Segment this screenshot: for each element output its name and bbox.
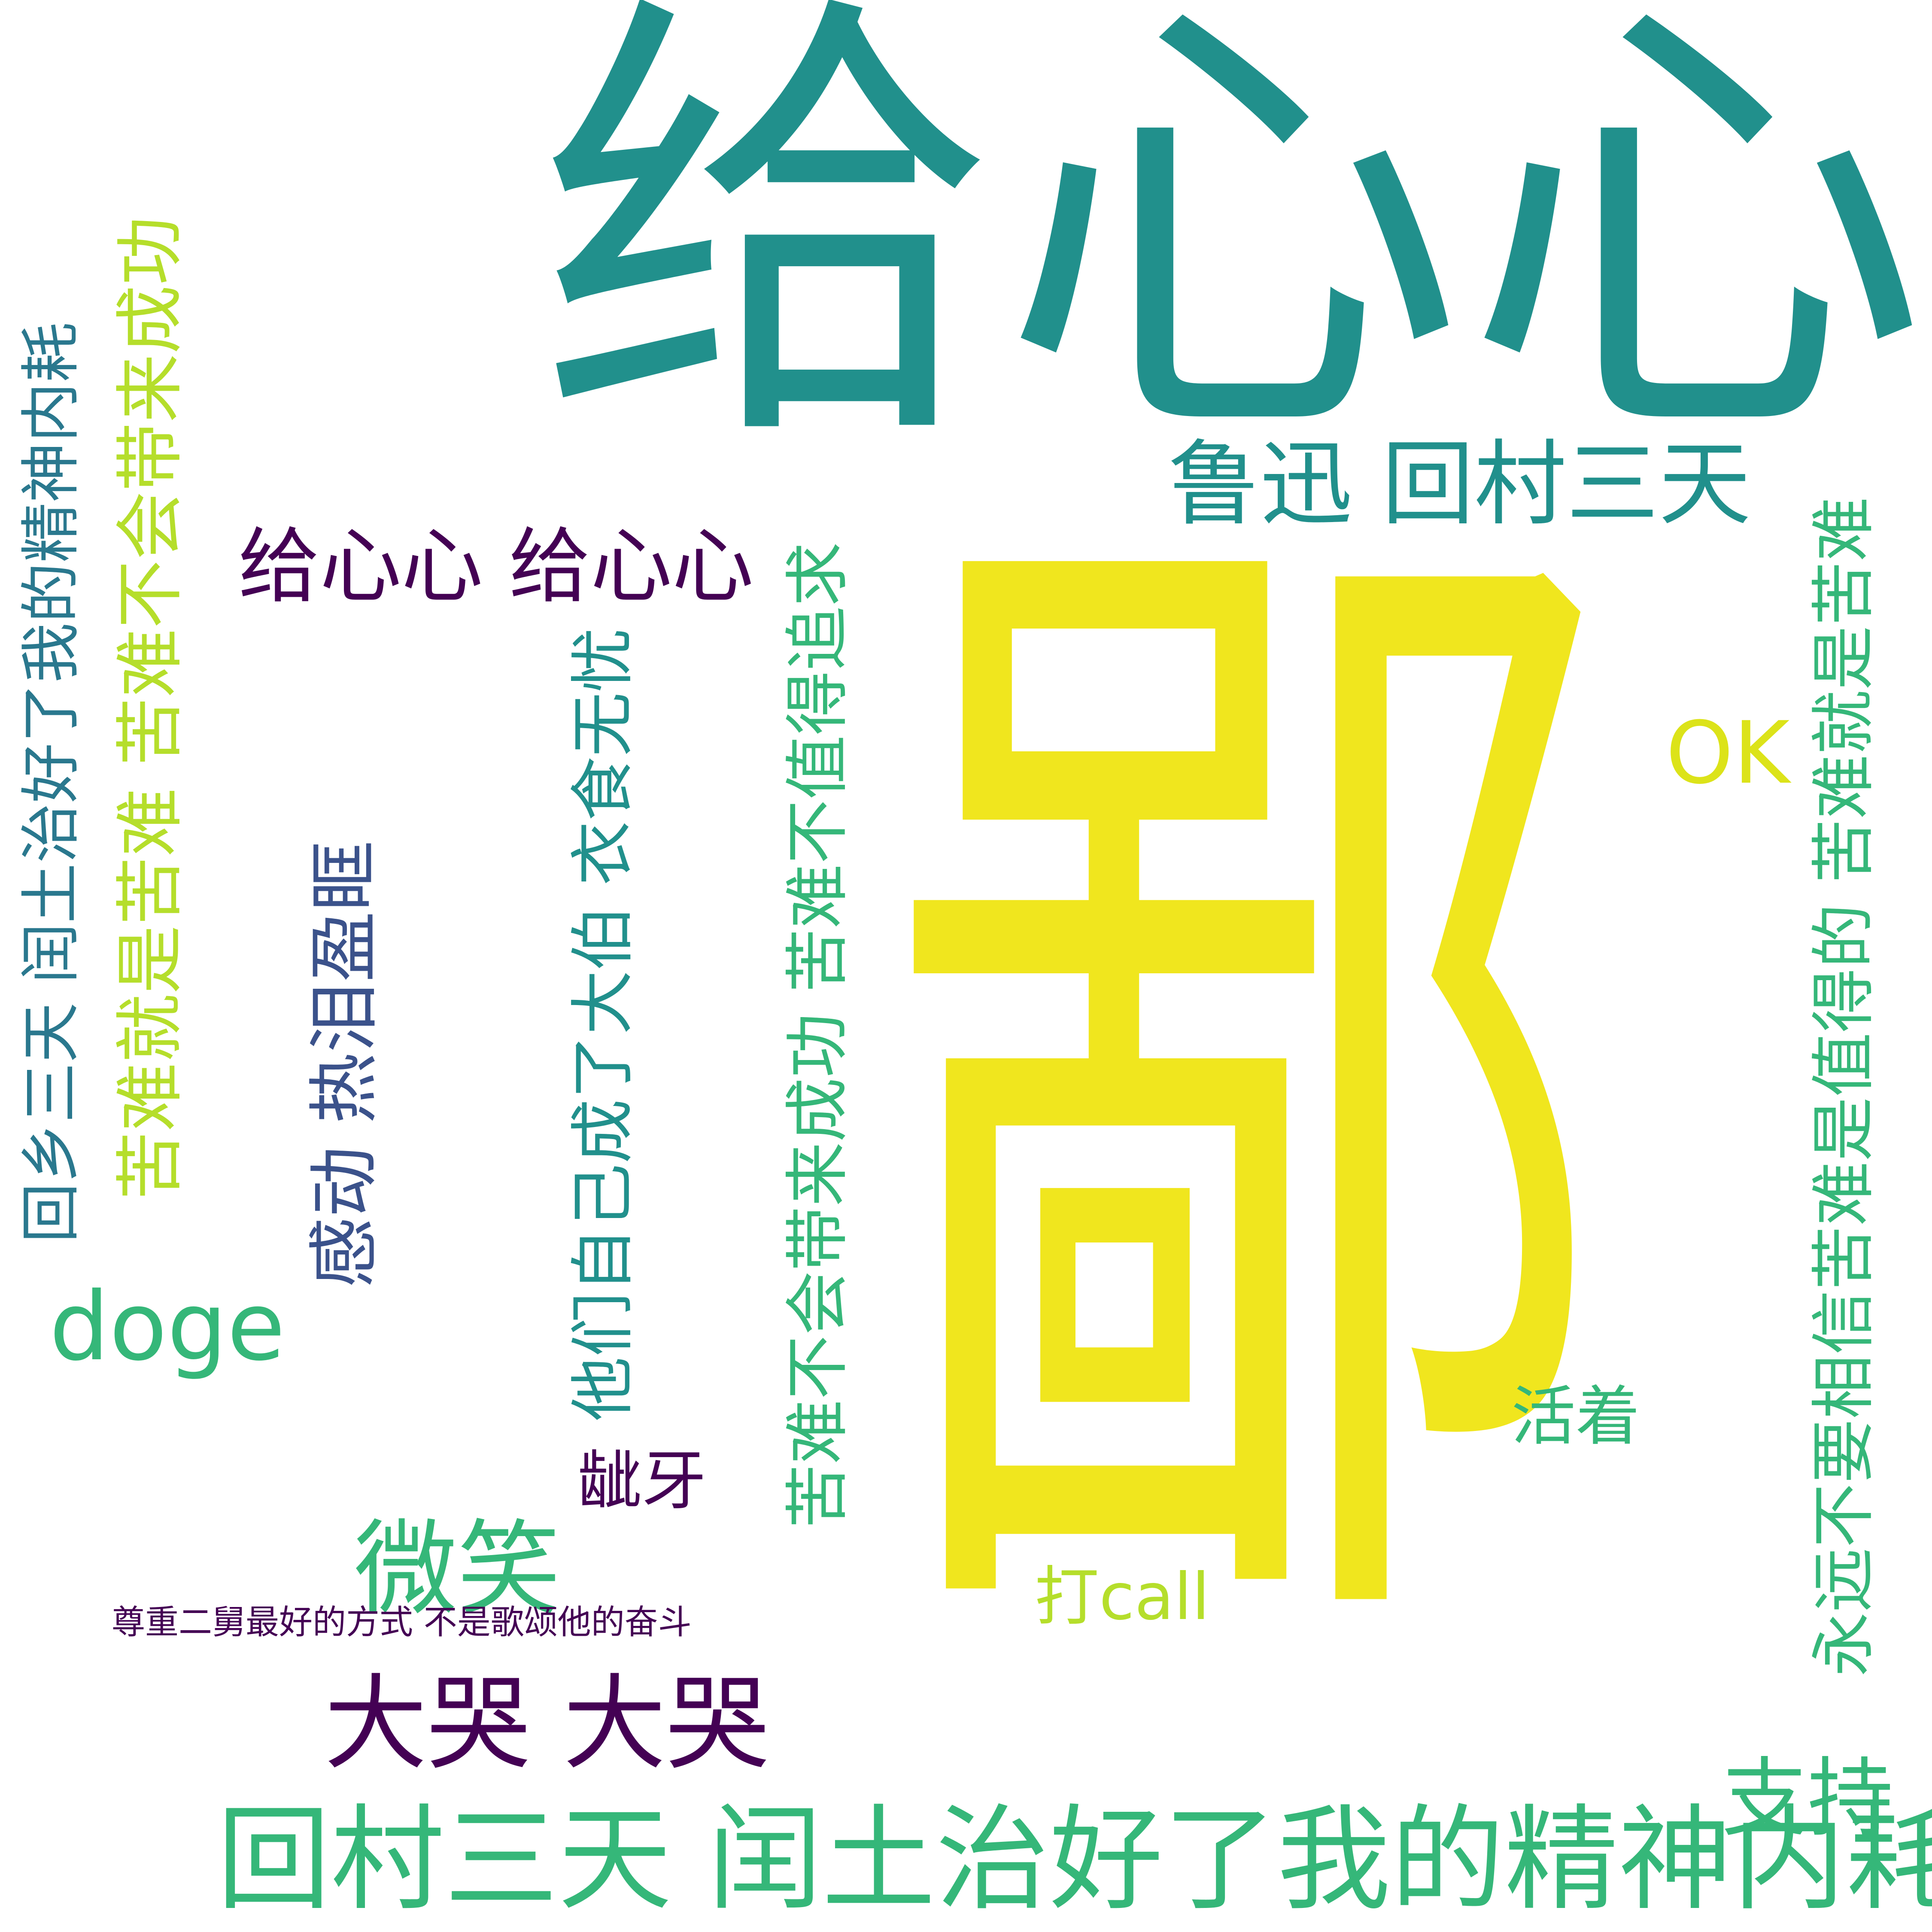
word-ku-nan-bu-hui-dai-lai: 苦难不会带来成功 苦难不值得追求 xyxy=(781,542,855,1528)
word-hui-xiang-san-tian: 回乡三天 闰土治好了我的精神内耗 xyxy=(16,322,86,1243)
word-zi-ya: 龇牙 xyxy=(577,1444,707,1519)
word-gei-xin-xin-pair: 给心心 给心心 xyxy=(238,519,754,614)
word-ok: OK xyxy=(1666,703,1790,803)
word-hui-cun-san-tian-runtu: 回村三天 闰土治好了我的精神内耗 xyxy=(217,1794,1932,1926)
word-gan-dong-re-lei: 感动 热泪盈眶 xyxy=(303,840,386,1288)
word-zun-zhong-er-jiu: 尊重二舅最好的方式 不是歌颂他的奋斗 xyxy=(112,1603,692,1642)
word-da-call: 打call xyxy=(1035,1560,1210,1634)
word-lu-xun-hui-cun: 鲁迅 回村三天 xyxy=(1168,430,1751,538)
word-bi-giant: 鄙 xyxy=(884,410,1616,1784)
word-gei-xin-xin-large: 给心心 xyxy=(537,0,1928,497)
word-zhi-chi: 支持 xyxy=(1722,1749,1894,1849)
word-huo-zhe: 活着 xyxy=(1511,1379,1640,1454)
word-doge: doge xyxy=(49,1272,286,1382)
word-yong-yuan-bu-yao: 永远不要相信苦难是值得的 苦难就是苦难 xyxy=(1807,497,1881,1677)
word-ta-men-zi-ji: 他们自己成了大伯 衣食无忧 xyxy=(566,628,641,1421)
word-ku-nan-jiu-shi-ku-nan: 苦难就是苦难 苦难不会带来成功 xyxy=(110,216,190,1200)
word-da-ku: 大哭 大哭 xyxy=(324,1664,769,1784)
word-wei-xiao: 微笑 xyxy=(354,1509,561,1629)
